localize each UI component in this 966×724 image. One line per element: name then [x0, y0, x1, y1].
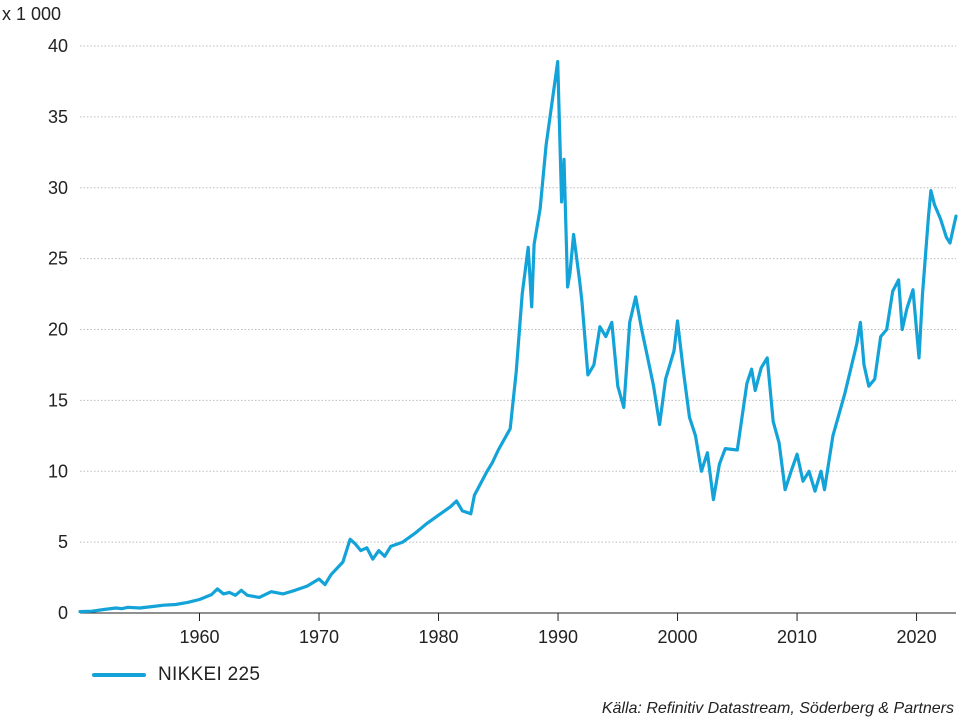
y-tick-label: 5 [58, 532, 68, 552]
y-tick-label: 15 [48, 390, 68, 410]
chart: x 1 000 0 5 10 15 20 25 30 35 40 1960 1970 1980 199… [2, 4, 958, 647]
x-tick-label: 1990 [538, 627, 578, 647]
y-tick-label: 10 [48, 461, 68, 481]
y-tick-label: 25 [48, 249, 68, 269]
x-tick-labels: 1960 1970 1980 1990 2000 2010 2020 [179, 627, 936, 647]
x-tick-label: 2020 [897, 627, 937, 647]
x-tick-label: 1960 [179, 627, 219, 647]
x-tick-label: 1980 [419, 627, 459, 647]
y-unit-label: x 1 000 [2, 4, 61, 24]
x-tick-label: 1970 [299, 627, 339, 647]
y-tick-label: 35 [48, 107, 68, 127]
legend-swatch [92, 673, 146, 677]
y-tick-label: 30 [48, 178, 68, 198]
legend: NIKKEI 225 [92, 664, 260, 686]
x-tick-marks [199, 613, 918, 621]
y-tick-label: 20 [48, 320, 68, 340]
y-tick-label: 0 [58, 603, 68, 623]
series-line-nikkei-225 [78, 60, 958, 614]
x-tick-label: 2010 [777, 627, 817, 647]
gridlines [80, 45, 956, 543]
source-note: Källa: Refinitiv Datastream, Söderberg &… [601, 700, 954, 717]
y-tick-label: 40 [48, 36, 68, 56]
legend-label: NIKKEI 225 [158, 664, 261, 685]
x-tick-label: 2000 [658, 627, 698, 647]
y-tick-labels: 0 5 10 15 20 25 30 35 40 [48, 36, 68, 623]
